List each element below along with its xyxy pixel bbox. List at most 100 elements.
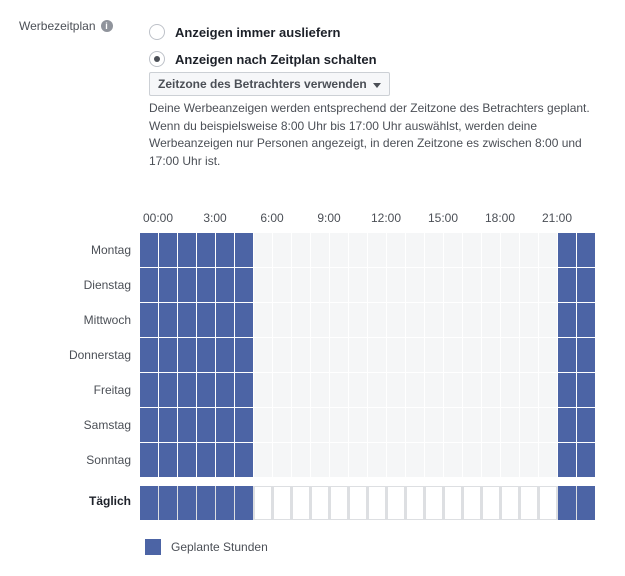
schedule-cell[interactable]	[387, 268, 405, 302]
option-scheduled-delivery-label[interactable]: Anzeigen nach Zeitplan schalten	[175, 51, 377, 67]
schedule-cell[interactable]	[368, 443, 386, 477]
schedule-cell[interactable]	[311, 268, 329, 302]
schedule-cell[interactable]	[368, 303, 386, 337]
schedule-cell[interactable]	[558, 268, 576, 302]
schedule-cell[interactable]	[140, 233, 158, 267]
radio-always-deliver[interactable]	[149, 24, 165, 40]
schedule-cell[interactable]	[482, 338, 500, 372]
schedule-cell[interactable]	[463, 233, 481, 267]
schedule-cell[interactable]	[292, 233, 310, 267]
option-always-deliver[interactable]: Anzeigen immer ausliefern	[149, 24, 340, 40]
daily-cell[interactable]	[463, 486, 481, 520]
schedule-cell[interactable]	[463, 408, 481, 442]
schedule-cell[interactable]	[425, 408, 443, 442]
schedule-cell[interactable]	[368, 373, 386, 407]
schedule-cell[interactable]	[501, 268, 519, 302]
daily-cell[interactable]	[406, 486, 424, 520]
info-icon[interactable]: i	[100, 20, 113, 32]
schedule-cell[interactable]	[520, 233, 538, 267]
schedule-cell[interactable]	[425, 303, 443, 337]
daily-cell[interactable]	[140, 486, 158, 520]
daily-cell[interactable]	[387, 486, 405, 520]
schedule-cell[interactable]	[235, 233, 253, 267]
schedule-cell[interactable]	[254, 233, 272, 267]
schedule-cell[interactable]	[501, 443, 519, 477]
schedule-cell[interactable]	[216, 233, 234, 267]
schedule-cell[interactable]	[178, 268, 196, 302]
schedule-cell[interactable]	[197, 443, 215, 477]
schedule-cell[interactable]	[197, 268, 215, 302]
schedule-cell[interactable]	[140, 443, 158, 477]
schedule-cell[interactable]	[235, 268, 253, 302]
schedule-cell[interactable]	[387, 373, 405, 407]
schedule-cell[interactable]	[539, 268, 557, 302]
schedule-cell[interactable]	[159, 408, 177, 442]
schedule-cell[interactable]	[558, 303, 576, 337]
schedule-cell[interactable]	[140, 303, 158, 337]
schedule-cell[interactable]	[577, 408, 595, 442]
schedule-cell[interactable]	[178, 338, 196, 372]
daily-cell[interactable]	[368, 486, 386, 520]
schedule-cell[interactable]	[482, 373, 500, 407]
schedule-cell[interactable]	[406, 303, 424, 337]
schedule-cell[interactable]	[444, 303, 462, 337]
schedule-cell[interactable]	[349, 268, 367, 302]
schedule-cell[interactable]	[368, 408, 386, 442]
schedule-cell[interactable]	[501, 408, 519, 442]
schedule-cell[interactable]	[577, 303, 595, 337]
schedule-cell[interactable]	[501, 373, 519, 407]
daily-cell[interactable]	[216, 486, 234, 520]
schedule-cell[interactable]	[159, 268, 177, 302]
schedule-cell[interactable]	[501, 233, 519, 267]
schedule-cell[interactable]	[273, 338, 291, 372]
schedule-cell[interactable]	[520, 338, 538, 372]
schedule-cell[interactable]	[140, 268, 158, 302]
schedule-cell[interactable]	[406, 268, 424, 302]
schedule-cell[interactable]	[216, 373, 234, 407]
schedule-cell[interactable]	[330, 268, 348, 302]
schedule-cell[interactable]	[311, 303, 329, 337]
schedule-cell[interactable]	[463, 268, 481, 302]
timezone-dropdown[interactable]: Zeitzone des Betrachters verwenden	[149, 72, 390, 96]
schedule-cell[interactable]	[349, 338, 367, 372]
schedule-cell[interactable]	[197, 408, 215, 442]
schedule-cell[interactable]	[178, 303, 196, 337]
schedule-cell[interactable]	[444, 338, 462, 372]
schedule-cell[interactable]	[558, 408, 576, 442]
schedule-cell[interactable]	[235, 303, 253, 337]
schedule-cell[interactable]	[273, 303, 291, 337]
schedule-cell[interactable]	[235, 443, 253, 477]
chevron-down-icon[interactable]	[372, 82, 381, 88]
schedule-cell[interactable]	[235, 373, 253, 407]
schedule-cell[interactable]	[159, 443, 177, 477]
schedule-cell[interactable]	[254, 443, 272, 477]
schedule-cell[interactable]	[425, 268, 443, 302]
schedule-cell[interactable]	[330, 373, 348, 407]
schedule-cell[interactable]	[273, 233, 291, 267]
daily-cell[interactable]	[235, 486, 253, 520]
daily-cell[interactable]	[482, 486, 500, 520]
daily-cell[interactable]	[254, 486, 272, 520]
schedule-grid[interactable]	[140, 233, 595, 477]
daily-cell[interactable]	[273, 486, 291, 520]
schedule-cell[interactable]	[197, 373, 215, 407]
schedule-cell[interactable]	[501, 303, 519, 337]
schedule-cell[interactable]	[406, 443, 424, 477]
schedule-cell[interactable]	[406, 338, 424, 372]
schedule-cell[interactable]	[520, 443, 538, 477]
schedule-cell[interactable]	[159, 373, 177, 407]
schedule-cell[interactable]	[444, 408, 462, 442]
schedule-cell[interactable]	[539, 338, 557, 372]
schedule-cell[interactable]	[520, 373, 538, 407]
schedule-cell[interactable]	[444, 373, 462, 407]
schedule-cell[interactable]	[406, 233, 424, 267]
schedule-cell[interactable]	[178, 443, 196, 477]
schedule-cell[interactable]	[292, 268, 310, 302]
schedule-cell[interactable]	[330, 303, 348, 337]
schedule-cell[interactable]	[425, 233, 443, 267]
schedule-cell[interactable]	[330, 443, 348, 477]
schedule-cell[interactable]	[577, 233, 595, 267]
daily-cell[interactable]	[520, 486, 538, 520]
schedule-cell[interactable]	[311, 443, 329, 477]
daily-cell[interactable]	[539, 486, 557, 520]
